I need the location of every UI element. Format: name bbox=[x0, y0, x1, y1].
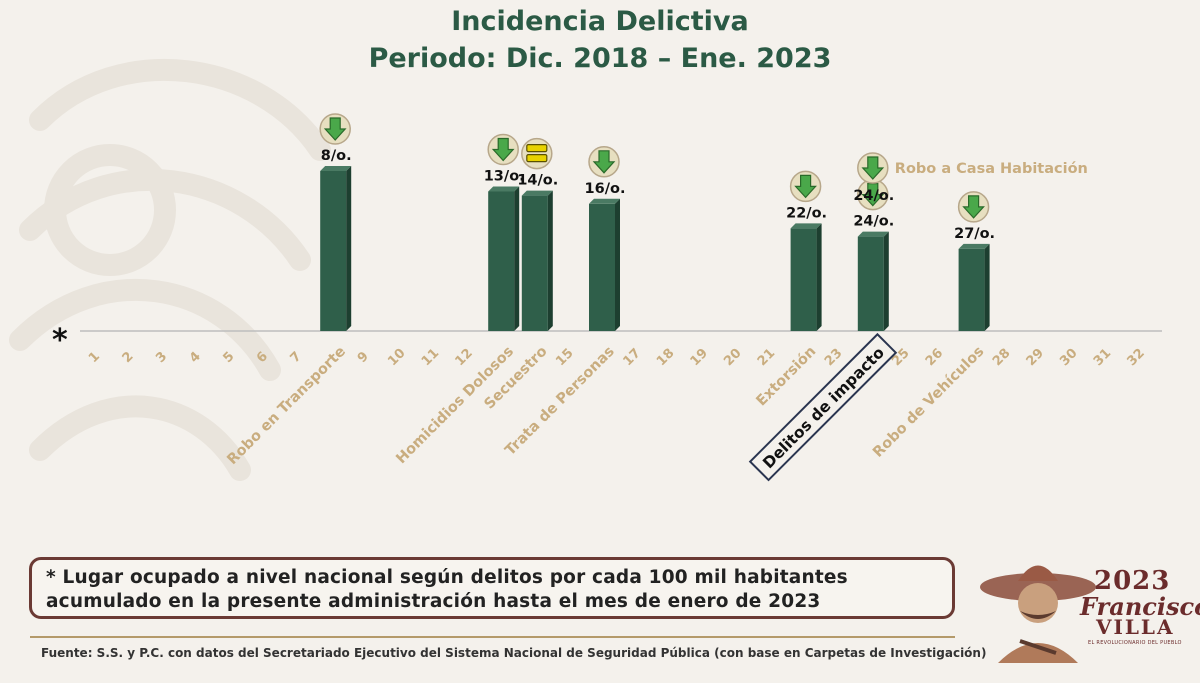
trend-icon bbox=[861, 183, 885, 207]
trend-icon-bar-top bbox=[526, 144, 548, 153]
bar-side bbox=[984, 243, 990, 331]
x-tick-label: 32 bbox=[1124, 346, 1147, 369]
trend-icon bbox=[962, 195, 985, 219]
x-tick-label: 7 bbox=[288, 349, 305, 366]
bar-top bbox=[521, 190, 553, 196]
footnote-line-2: acumulado en la presente administración … bbox=[46, 591, 821, 612]
x-tick-label: 6 bbox=[254, 349, 271, 366]
x-tick-label: 31 bbox=[1091, 346, 1114, 369]
logo-surname: VILLA bbox=[1096, 615, 1175, 639]
x-tick-label: 1 bbox=[86, 349, 103, 366]
bar-chart: * 1 2 3 4 5 6 7 9 10 11 12 15 17 18 19 20 21 23 25 26 28 29 30 3… bbox=[52, 113, 1162, 482]
x-tick-label: 11 bbox=[419, 346, 442, 369]
bar-side bbox=[615, 198, 620, 331]
bar bbox=[790, 228, 817, 331]
eagle-watermark-icon bbox=[9, 59, 331, 481]
bar-side bbox=[547, 190, 553, 331]
x-tick-label: 18 bbox=[654, 346, 677, 369]
source-note: Fuente: S.S. y P.C. con datos del Secret… bbox=[41, 646, 987, 660]
bar bbox=[320, 171, 347, 331]
extra-marker-label: Robo a Casa Habitación bbox=[895, 161, 1088, 177]
x-tick-label: 26 bbox=[923, 346, 946, 369]
bar-rank-label: 22/o. bbox=[786, 205, 827, 221]
chart-subtitle: Periodo: Dic. 2018 – Ene. 2023 bbox=[368, 43, 832, 74]
logo-year: 2023 bbox=[1094, 566, 1171, 596]
bar bbox=[958, 248, 985, 331]
x-tick-label: 21 bbox=[755, 346, 778, 369]
x-tick-label: 4 bbox=[187, 349, 204, 366]
trend-icon bbox=[491, 137, 515, 162]
bar bbox=[488, 191, 515, 331]
bar-top bbox=[857, 231, 889, 237]
x-tick-label: 20 bbox=[721, 346, 744, 369]
x-tick-label: 29 bbox=[1024, 346, 1047, 369]
bar-rank-label: 27/o. bbox=[954, 226, 995, 242]
bar-top bbox=[790, 223, 822, 229]
category-label: Robo en Transporte bbox=[224, 343, 349, 468]
bar-side bbox=[883, 231, 889, 331]
chart-title: Incidencia Delictiva bbox=[451, 6, 749, 37]
bar-rank-label: 24/o. bbox=[853, 214, 894, 230]
bar-top bbox=[589, 198, 620, 204]
x-tick-label: 9 bbox=[355, 349, 372, 366]
x-tick-label: 12 bbox=[452, 346, 475, 369]
bar-rank-label: 16/o. bbox=[585, 181, 626, 197]
bar bbox=[589, 203, 615, 331]
x-tick-label: 3 bbox=[153, 349, 170, 366]
x-tick-label: 15 bbox=[553, 346, 576, 369]
x-tick-label: 2 bbox=[120, 349, 137, 366]
x-tick-label: 28 bbox=[990, 346, 1013, 369]
bar bbox=[857, 236, 884, 331]
francisco-villa-logo-icon bbox=[980, 565, 1096, 663]
bar-rank-label: 13/o. bbox=[484, 169, 525, 185]
bar-side bbox=[816, 223, 822, 331]
x-tick-label: 5 bbox=[220, 349, 237, 366]
trend-icon bbox=[794, 174, 817, 199]
category-label: Delitos de impacto bbox=[759, 344, 888, 473]
trend-icon bbox=[592, 150, 616, 174]
x-tick-label: 17 bbox=[620, 346, 643, 369]
logo-name: Francisco bbox=[1080, 592, 1200, 621]
highlight-label-box bbox=[748, 332, 898, 482]
trend-icon-bg bbox=[521, 137, 553, 170]
logo-tagline: EL REVOLUCIONARIO DEL PUEBLO bbox=[1088, 640, 1182, 646]
footnote-line-1: * Lugar ocupado a nivel nacional según d… bbox=[46, 567, 848, 588]
bar-rank-label: 8/o. bbox=[321, 148, 352, 164]
extra-marker-rank-label: 24/o. bbox=[853, 188, 894, 204]
x-tick-label: 10 bbox=[385, 346, 408, 369]
bar-top bbox=[320, 166, 352, 171]
bar-top bbox=[958, 243, 990, 249]
trend-icon bbox=[323, 117, 347, 141]
x-tick-label: 23 bbox=[822, 346, 845, 369]
bar-side bbox=[346, 166, 352, 331]
footnote-box: * Lugar ocupado a nivel nacional según d… bbox=[29, 557, 955, 619]
trend-icon-bar-bottom bbox=[526, 154, 548, 163]
x-tick-label: 30 bbox=[1057, 346, 1080, 369]
bar-side bbox=[514, 186, 520, 331]
x-tick-label: 19 bbox=[688, 346, 711, 369]
bar-rank-label: 14/o. bbox=[517, 173, 558, 189]
y-axis-asterisk: * bbox=[52, 323, 68, 358]
divider bbox=[30, 636, 955, 638]
trend-icon bbox=[861, 156, 885, 180]
bar-top bbox=[488, 186, 520, 192]
bar bbox=[521, 195, 548, 331]
